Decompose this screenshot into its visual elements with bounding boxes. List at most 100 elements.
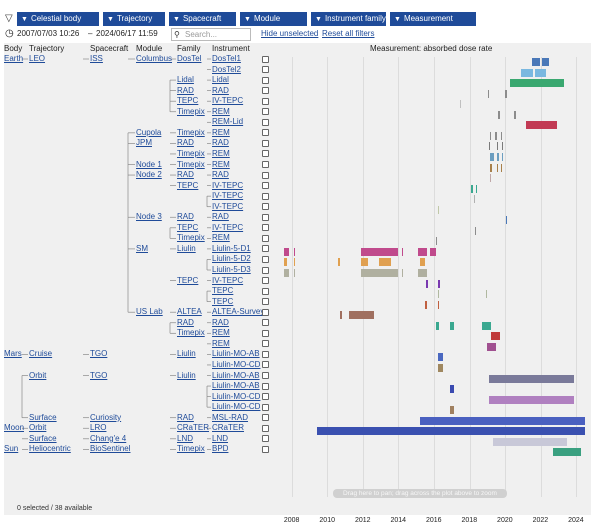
row-sc-cell[interactable]: Curiosity <box>90 412 122 422</box>
row-select-checkbox[interactable] <box>262 372 269 379</box>
row-select-checkbox[interactable] <box>262 87 269 95</box>
row-inst-cell[interactable]: Liulin-MO-AB <box>212 370 260 380</box>
row-inst-cell[interactable]: RAD <box>212 212 229 222</box>
row-traj-cell[interactable]: LEO <box>29 54 46 63</box>
row-select-checkbox[interactable] <box>262 129 269 137</box>
row-sc-cell[interactable]: Chang'e 4 <box>90 433 127 443</box>
row-select-checkbox[interactable] <box>262 298 269 306</box>
measurement-interval[interactable] <box>419 258 426 267</box>
reset-filters-link[interactable]: Reset all filters <box>322 29 375 38</box>
measurement-interval[interactable] <box>437 205 439 214</box>
row-fam-cell[interactable]: Liulin <box>177 243 196 253</box>
filter-instrument-family-button[interactable]: ▼ Instrument family <box>311 12 386 26</box>
row-fam-cell[interactable]: RAD <box>177 317 194 327</box>
row-fam-cell[interactable]: Timepix <box>177 127 205 137</box>
measurement-interval[interactable] <box>402 247 404 256</box>
row-mod-cell[interactable]: Columbus <box>136 54 173 63</box>
row-sc-cell[interactable]: ISS <box>90 54 103 63</box>
measurement-interval[interactable] <box>459 100 461 109</box>
row-select-checkbox[interactable] <box>262 150 269 158</box>
row-inst-cell[interactable]: IV-TEPC <box>212 275 244 285</box>
row-inst-cell[interactable]: RAD <box>212 170 229 180</box>
date-to-field[interactable]: 2024/06/17 11:59 <box>96 29 158 38</box>
measurement-interval[interactable] <box>489 374 575 383</box>
row-inst-cell[interactable]: Liulin-MO-CD <box>212 359 261 369</box>
row-select-checkbox[interactable] <box>262 203 269 211</box>
row-sc-cell[interactable]: LRO <box>90 423 107 433</box>
row-body-cell[interactable]: Earth <box>4 54 24 63</box>
measurement-interval[interactable] <box>500 131 502 140</box>
row-inst-cell[interactable]: RAD <box>212 138 229 148</box>
row-select-checkbox[interactable] <box>262 55 269 63</box>
measurement-interval[interactable] <box>497 152 499 161</box>
measurement-interval[interactable] <box>437 290 439 299</box>
row-mod-cell[interactable]: Node 1 <box>136 159 162 169</box>
measurement-interval[interactable] <box>489 131 492 140</box>
row-inst-cell[interactable]: Liulin-MO-CD <box>212 402 261 412</box>
row-fam-cell[interactable]: Timepix <box>177 148 205 158</box>
measurement-interval[interactable] <box>489 152 494 161</box>
row-fam-cell[interactable]: TEPC <box>177 275 199 285</box>
row-select-checkbox[interactable] <box>262 361 269 369</box>
row-inst-cell[interactable]: TEPC <box>212 286 234 296</box>
row-mod-cell[interactable]: Node 3 <box>136 212 162 222</box>
row-fam-cell[interactable]: Liulin <box>177 349 196 359</box>
measurement-interval[interactable] <box>487 342 497 351</box>
row-select-checkbox[interactable] <box>262 445 269 453</box>
row-body-cell[interactable]: Moon <box>4 423 25 433</box>
measurement-interval[interactable] <box>488 89 490 98</box>
measurement-interval[interactable] <box>471 184 474 193</box>
row-inst-cell[interactable]: Liulin-MO-AB <box>212 381 260 391</box>
row-select-checkbox[interactable] <box>262 266 269 274</box>
row-inst-cell[interactable]: REM <box>212 127 230 137</box>
row-fam-cell[interactable]: LND <box>177 433 194 443</box>
row-inst-cell[interactable]: IV-TEPC <box>212 191 244 201</box>
measurement-interval[interactable] <box>293 247 296 256</box>
measurement-interval[interactable] <box>485 290 488 299</box>
row-inst-cell[interactable]: REM <box>212 159 230 169</box>
filter-measurement-button[interactable]: ▼ Measurement <box>390 12 476 26</box>
row-select-checkbox[interactable] <box>262 393 269 401</box>
measurement-interval[interactable] <box>293 269 296 277</box>
measurement-interval[interactable] <box>497 142 499 151</box>
measurement-interval[interactable] <box>553 448 582 457</box>
row-select-checkbox[interactable] <box>262 277 269 285</box>
row-traj-cell[interactable]: Heliocentric <box>29 444 71 454</box>
row-select-checkbox[interactable] <box>262 171 269 179</box>
measurement-interval[interactable] <box>426 279 428 288</box>
timeline-plot[interactable]: 2008 2010 2012 2014 2016 2018 2020 2022 2024 <box>283 57 585 529</box>
measurement-interval[interactable] <box>361 247 399 256</box>
measurement-interval[interactable] <box>481 321 491 330</box>
row-fam-cell[interactable]: Timepix <box>177 328 205 338</box>
row-select-checkbox[interactable] <box>262 245 269 253</box>
row-fam-cell[interactable]: Timepix <box>177 233 205 243</box>
row-inst-cell[interactable]: IV-TEPC <box>212 180 244 190</box>
row-mod-cell[interactable]: Cupola <box>136 127 162 137</box>
row-select-checkbox[interactable] <box>262 97 269 105</box>
row-inst-cell[interactable]: IV-TEPC <box>212 222 244 232</box>
row-sc-cell[interactable]: TGO <box>90 370 108 380</box>
row-mod-cell[interactable]: US Lab <box>136 307 163 317</box>
measurement-interval[interactable] <box>510 79 564 88</box>
pan-zoom-strip[interactable]: Drag here to pan; drag across the plot a… <box>333 489 507 498</box>
row-fam-cell[interactable]: Timepix <box>177 106 205 116</box>
measurement-interval[interactable] <box>489 395 575 404</box>
row-traj-cell[interactable]: Surface <box>29 412 57 422</box>
row-select-checkbox[interactable] <box>262 255 269 263</box>
measurement-interval[interactable] <box>437 300 439 309</box>
measurement-interval[interactable] <box>473 195 476 204</box>
measurement-interval[interactable] <box>449 321 454 330</box>
row-fam-cell[interactable]: RAD <box>177 138 194 148</box>
measurement-interval[interactable] <box>495 131 497 140</box>
row-select-checkbox[interactable] <box>262 139 269 147</box>
row-inst-cell[interactable]: LND <box>212 433 229 443</box>
hide-unselected-link[interactable]: Hide unselected <box>261 29 319 38</box>
filter-spacecraft-button[interactable]: ▼ Spacecraft <box>169 12 236 26</box>
row-body-cell[interactable]: Sun <box>4 444 19 454</box>
measurement-interval[interactable] <box>338 258 340 267</box>
row-fam-cell[interactable]: TEPC <box>177 180 199 190</box>
measurement-interval[interactable] <box>501 152 504 161</box>
row-fam-cell[interactable]: RAD <box>177 170 194 180</box>
row-mod-cell[interactable]: SM <box>136 243 148 253</box>
row-inst-cell[interactable]: DosTel1 <box>212 54 241 63</box>
